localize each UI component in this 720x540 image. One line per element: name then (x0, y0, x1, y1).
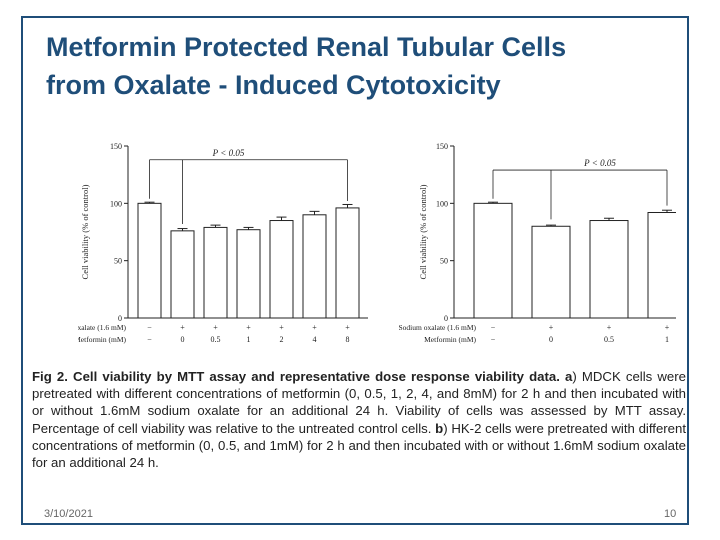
oxalate-sign: + (345, 323, 350, 332)
metformin-dose: 0 (181, 335, 185, 344)
metformin-dose: − (491, 335, 496, 344)
bar (647, 212, 676, 319)
y-tick-label: 0 (444, 314, 448, 323)
caption-fig-label: Fig 2. Cell viability by MTT assay and r… (32, 369, 560, 384)
metformin-dose: 1 (665, 335, 669, 344)
title-line-1: Metformin Protected Renal Tubular Cells (46, 32, 567, 62)
metformin-dose: 4 (313, 335, 317, 344)
row-label-oxalate: Sodium oxalate (1.6 mM) (78, 323, 126, 332)
bar (473, 202, 513, 319)
bar (170, 230, 195, 319)
y-tick-label: 150 (436, 142, 448, 151)
metformin-dose: 2 (280, 335, 284, 344)
oxalate-sign: + (549, 323, 554, 332)
oxalate-sign: + (312, 323, 317, 332)
bar (137, 202, 162, 319)
caption-a-text: ) MDCK cells were pretreated with differ… (32, 369, 686, 436)
oxalate-sign: − (491, 323, 496, 332)
oxalate-sign: + (246, 323, 251, 332)
significance-label: P < 0.05 (212, 148, 245, 158)
bar (269, 220, 294, 319)
figure-caption: Fig 2. Cell viability by MTT assay and r… (32, 368, 686, 471)
chart-a: 0 50 100 150 Cell viability (% of control) P … (78, 142, 368, 344)
y-axis-label: Cell viability (% of control) (80, 184, 90, 279)
slide-date: 3/10/2021 (44, 508, 93, 520)
caption-a-letter: a (565, 369, 573, 384)
y-tick-label: 50 (114, 257, 122, 266)
metformin-dose: 1 (247, 335, 251, 344)
y-axis-label: Cell viability (% of control) (418, 184, 428, 279)
bar (589, 220, 629, 319)
y-tick-label: 0 (118, 314, 122, 323)
oxalate-sign: + (213, 323, 218, 332)
bar (302, 214, 327, 319)
bar (335, 207, 360, 319)
metformin-dose: 8 (346, 335, 350, 344)
caption-b-text: ) HK-2 cells were pretreated with differ… (32, 420, 686, 471)
oxalate-sign: + (607, 323, 612, 332)
y-tick-label: 50 (440, 257, 448, 266)
y-tick-label: 150 (110, 142, 122, 151)
row-label-metformin: Metformin (mM) (78, 335, 126, 344)
caption-b-letter: b (435, 420, 444, 436)
slide-page-number: 10 (664, 508, 677, 520)
oxalate-sign: + (665, 323, 670, 332)
chart-b: 0 50 100 150 Cell viability (% of control) P … (399, 142, 676, 344)
bar (203, 226, 228, 319)
bar (236, 229, 261, 319)
metformin-dose: 0.5 (211, 335, 221, 344)
row-label-oxalate: Sodium oxalate (1.6 mM) (399, 323, 477, 332)
slide-frame (21, 16, 689, 525)
metformin-dose: 0 (549, 335, 553, 344)
y-tick-label: 100 (436, 199, 448, 208)
slide-title: Metformin Protected Renal Tubular Cells … (46, 28, 686, 104)
metformin-dose: 0.5 (604, 335, 614, 344)
metformin-dose: − (147, 335, 152, 344)
oxalate-sign: + (279, 323, 284, 332)
significance-label: P < 0.05 (583, 158, 616, 168)
title-line-2: from Oxalate - Induced Cytotoxicity (46, 70, 501, 100)
row-label-metformin: Metformin (mM) (424, 335, 476, 344)
oxalate-sign: − (147, 323, 152, 332)
bar (531, 225, 571, 319)
oxalate-sign: + (180, 323, 185, 332)
y-tick-label: 100 (110, 199, 122, 208)
